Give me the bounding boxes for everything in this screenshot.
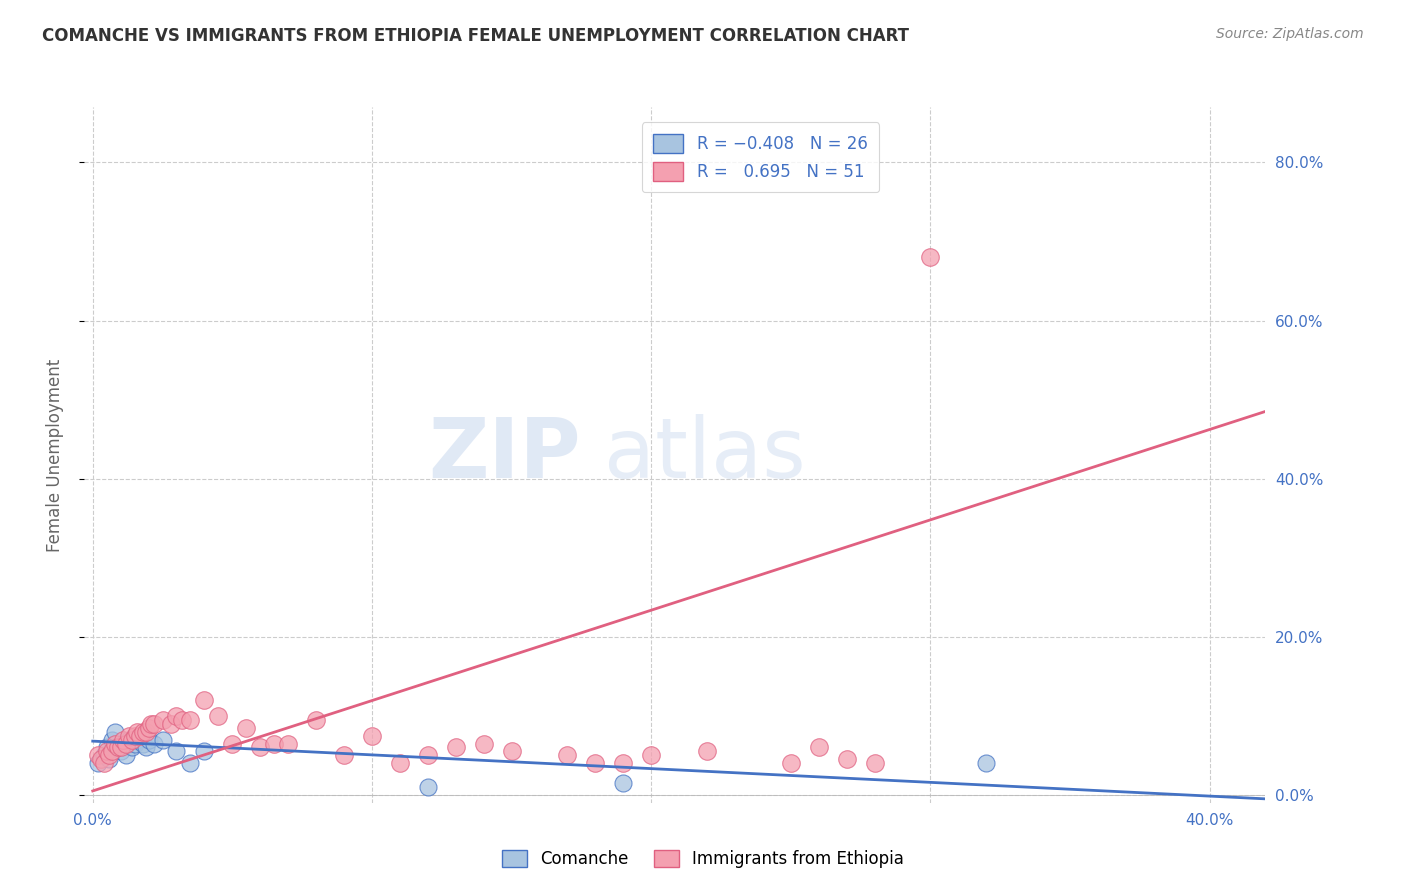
Point [152, 732, 174, 747]
Point [129, 729, 152, 743]
Point [249, 740, 271, 755]
Point [90, 752, 112, 766]
Point [696, 744, 718, 758]
Point [135, 724, 157, 739]
Point [143, 716, 166, 731]
Point [172, 713, 194, 727]
Point [207, 708, 229, 723]
Point [121, 732, 143, 747]
Point [101, 732, 124, 747]
Point [132, 724, 155, 739]
Point [96, 744, 118, 758]
Point [118, 732, 141, 747]
Point [179, 756, 201, 771]
Point [112, 732, 135, 747]
Point [583, 756, 606, 771]
Point [138, 732, 160, 747]
Point [472, 737, 495, 751]
Point [166, 708, 188, 723]
Point [835, 752, 858, 766]
Point [124, 729, 146, 743]
Point [141, 716, 163, 731]
Point [305, 713, 328, 727]
Text: COMANCHE VS IMMIGRANTS FROM ETHIOPIA FEMALE UNEMPLOYMENT CORRELATION CHART: COMANCHE VS IMMIGRANTS FROM ETHIOPIA FEM… [42, 27, 910, 45]
Point [277, 737, 299, 751]
Point [152, 713, 174, 727]
Point [110, 740, 132, 755]
Point [138, 721, 160, 735]
Point [143, 737, 166, 751]
Point [640, 748, 662, 763]
Point [974, 756, 997, 771]
Point [101, 744, 124, 758]
Point [612, 776, 634, 790]
Text: Source: ZipAtlas.com: Source: ZipAtlas.com [1216, 27, 1364, 41]
Legend: R = −0.408   N = 26, R =   0.695   N = 51: R = −0.408 N = 26, R = 0.695 N = 51 [641, 122, 879, 193]
Text: atlas: atlas [605, 415, 806, 495]
Point [96, 740, 118, 755]
Point [779, 756, 801, 771]
Point [416, 780, 439, 794]
Point [107, 740, 129, 755]
Point [235, 721, 257, 735]
Point [612, 756, 634, 771]
Legend: Comanche, Immigrants from Ethiopia: Comanche, Immigrants from Ethiopia [495, 843, 911, 875]
Y-axis label: Female Unemployment: Female Unemployment [45, 359, 63, 551]
Point [920, 250, 942, 264]
Point [501, 744, 523, 758]
Point [129, 729, 152, 743]
Point [388, 756, 411, 771]
Point [107, 740, 129, 755]
Point [333, 748, 356, 763]
Point [93, 756, 115, 771]
Point [263, 737, 285, 751]
Point [98, 748, 121, 763]
Point [112, 737, 135, 751]
Point [104, 724, 127, 739]
Point [416, 748, 439, 763]
Point [166, 744, 188, 758]
Point [87, 756, 110, 771]
Point [193, 693, 215, 707]
Point [132, 737, 155, 751]
Text: ZIP: ZIP [427, 415, 581, 495]
Point [135, 740, 157, 755]
Point [110, 744, 132, 758]
Point [221, 737, 243, 751]
Point [863, 756, 886, 771]
Point [98, 752, 121, 766]
Point [127, 732, 149, 747]
Point [807, 740, 830, 755]
Point [179, 713, 201, 727]
Point [115, 737, 138, 751]
Point [121, 740, 143, 755]
Point [115, 748, 138, 763]
Point [557, 748, 579, 763]
Point [87, 748, 110, 763]
Point [93, 748, 115, 763]
Point [124, 737, 146, 751]
Point [444, 740, 467, 755]
Point [160, 716, 183, 731]
Point [193, 744, 215, 758]
Point [118, 729, 141, 743]
Point [361, 729, 384, 743]
Point [104, 737, 127, 751]
Point [127, 724, 149, 739]
